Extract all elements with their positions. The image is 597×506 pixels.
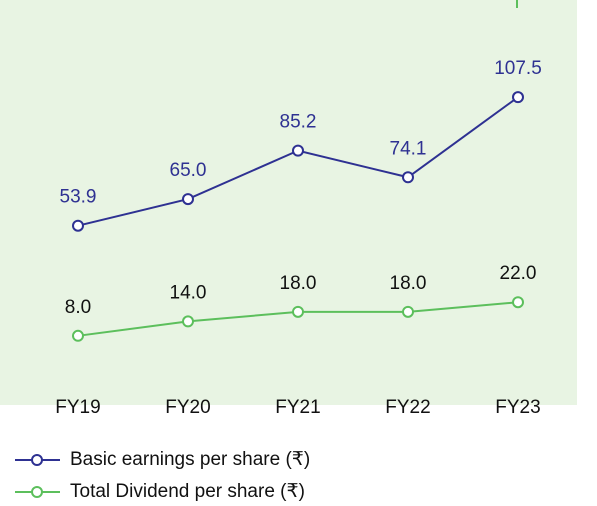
- data-label: 85.2: [280, 112, 317, 133]
- point: [72, 329, 84, 342]
- data-label: 53.9: [60, 187, 97, 208]
- data-label: 65.0: [170, 160, 207, 181]
- legend-label: Total Dividend per share (₹): [70, 481, 305, 502]
- point: [402, 171, 414, 184]
- point: [512, 296, 524, 309]
- x-tick-label: FY19: [55, 397, 100, 418]
- point: [512, 91, 524, 104]
- data-label: 8.0: [65, 297, 91, 318]
- x-tick-label: FY20: [165, 397, 210, 418]
- data-label: 18.0: [280, 273, 317, 294]
- legend-marker: [31, 454, 43, 466]
- point: [402, 305, 414, 318]
- data-label: 22.0: [500, 263, 537, 284]
- point: [72, 219, 84, 232]
- point: [182, 315, 194, 328]
- x-tick-label: FY22: [385, 397, 430, 418]
- data-label: 14.0: [170, 282, 207, 303]
- legend-label: Basic earnings per share (₹): [70, 449, 310, 470]
- data-label: 74.1: [390, 138, 427, 159]
- point: [292, 305, 304, 318]
- point: [182, 193, 194, 206]
- data-label: 107.5: [494, 58, 542, 79]
- data-label: 18.0: [390, 273, 427, 294]
- x-tick-label: FY21: [275, 397, 320, 418]
- point: [292, 144, 304, 157]
- legend-marker: [31, 486, 43, 498]
- x-tick-label: FY23: [495, 397, 540, 418]
- plot-background: [0, 0, 577, 405]
